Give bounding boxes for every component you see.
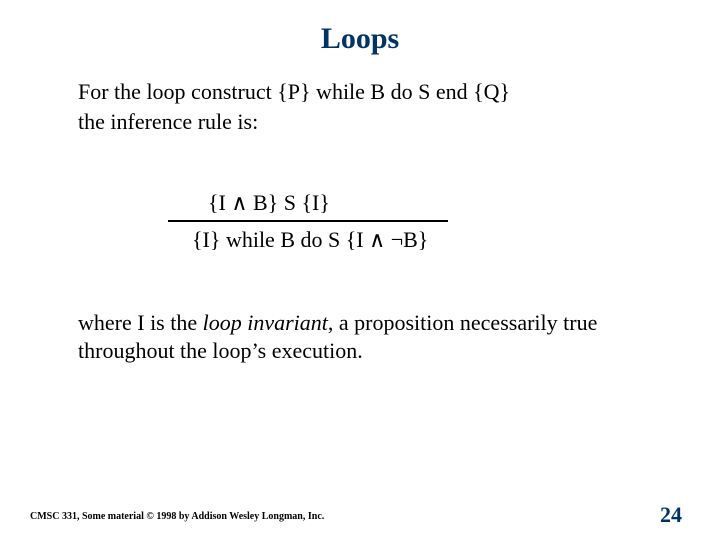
- intro-line-1: For the loop construct {P} while B do S …: [78, 78, 648, 106]
- slide-title: Loops: [0, 22, 720, 56]
- intro-line-2: the inference rule is:: [78, 108, 648, 136]
- explain-part1: where I is the: [78, 310, 203, 335]
- page-number: 24: [660, 502, 682, 528]
- rule-premise: {I ∧ B} S {I}: [168, 189, 448, 222]
- slide-body: For the loop construct {P} while B do S …: [78, 78, 648, 364]
- intro-prefix: For the loop construct: [78, 79, 277, 104]
- slide: Loops For the loop construct {P} while B…: [0, 0, 720, 540]
- intro-code: {P} while B do S end {Q}: [277, 79, 510, 104]
- loop-invariant-term: loop invariant: [203, 310, 328, 335]
- footer-copyright: CMSC 331, Some material © 1998 by Addiso…: [30, 511, 324, 522]
- inference-rule: {I ∧ B} S {I} {I} while B do S {I ∧ ¬B}: [168, 189, 528, 253]
- explanation-text: where I is the loop invariant, a proposi…: [78, 309, 648, 364]
- rule-conclusion: {I} while B do S {I ∧ ¬B}: [168, 222, 528, 254]
